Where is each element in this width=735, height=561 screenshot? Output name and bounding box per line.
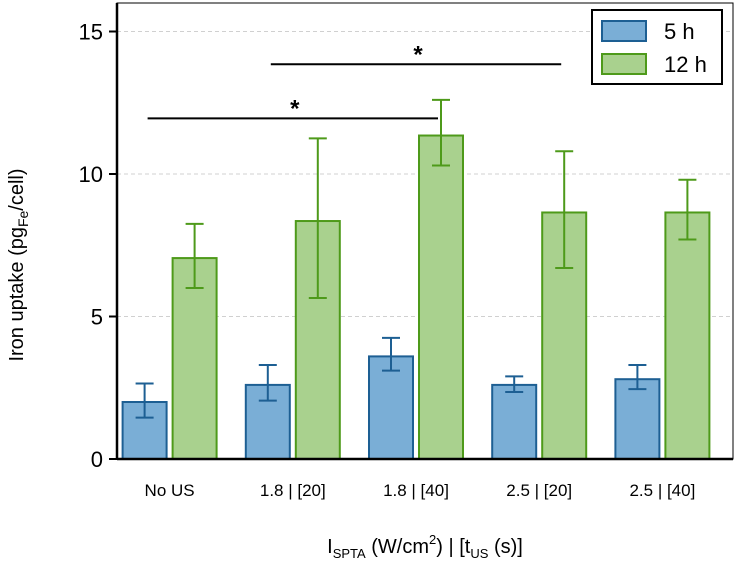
- bars: [121, 134, 711, 461]
- x-axis-title-t-sub: US: [470, 546, 488, 561]
- y-tick-label: 5: [91, 305, 103, 330]
- significance-star: *: [290, 95, 300, 122]
- x-tick-label: No US: [145, 481, 195, 500]
- x-axis-title-units-sup: 2: [429, 532, 436, 547]
- x-tick-label: 2.5 | [20]: [506, 481, 572, 500]
- x-axis-title-units: (W/cm: [366, 536, 429, 558]
- x-axis-title: ISPTA (W/cm2) | [tUS (s)]: [327, 532, 523, 561]
- bar: [614, 378, 661, 461]
- bar: [418, 134, 464, 460]
- legend-label: 5 h: [664, 19, 695, 44]
- axes: 0 5 10 15 No US 1.8 | [20] 1.8 | [40] 2.5 | [20…: [79, 2, 734, 500]
- legend: 5 h 12 h: [591, 9, 723, 85]
- x-axis-title-t-end: (s)]: [488, 536, 522, 558]
- y-axis-title-sub: Fe: [15, 210, 31, 227]
- bar: [491, 383, 538, 460]
- bar: [664, 211, 711, 460]
- x-axis-title-main: I: [327, 536, 333, 558]
- y-tick-label: 15: [79, 20, 103, 45]
- error-bars: [135, 98, 697, 419]
- x-tick-label: 1.8 | [20]: [260, 481, 326, 500]
- x-axis-title-units-end: ) | [t: [436, 536, 471, 558]
- y-axis-title-end: /cell): [6, 168, 28, 210]
- x-axis-title-main-sub: SPTA: [333, 546, 366, 561]
- significance-markers: **: [147, 41, 562, 122]
- legend-swatch: [601, 20, 647, 42]
- y-tick-label: 10: [79, 162, 103, 187]
- x-tick-label: 2.5 | [40]: [629, 481, 695, 500]
- y-tick-label: 0: [91, 447, 103, 472]
- y-axis-title: Iron uptake (pgFe/cell): [6, 168, 31, 361]
- y-axis-title-main: Iron uptake (pg: [6, 227, 28, 362]
- x-tick-label: 1.8 | [40]: [383, 481, 449, 500]
- legend-label: 12 h: [664, 52, 707, 77]
- significance-star: *: [413, 41, 423, 68]
- bar: [368, 355, 414, 460]
- legend-swatch: [601, 53, 647, 75]
